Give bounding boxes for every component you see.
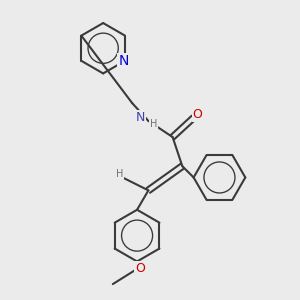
Text: O: O <box>193 108 202 121</box>
Text: H: H <box>149 119 157 129</box>
Text: N: N <box>118 54 129 68</box>
Text: N: N <box>136 111 145 124</box>
Text: O: O <box>135 262 145 275</box>
Text: H: H <box>116 169 124 178</box>
